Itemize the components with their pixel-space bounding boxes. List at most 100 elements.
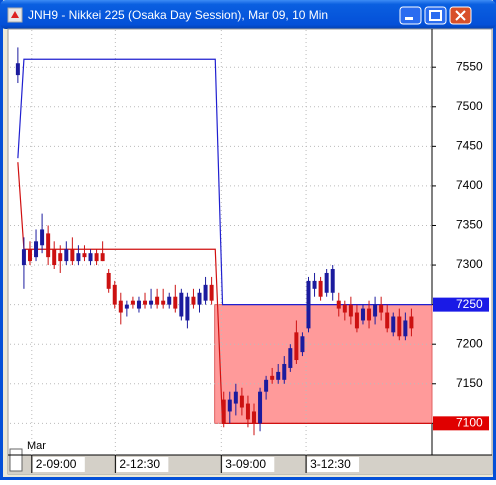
- price-zone: [214, 304, 433, 424]
- x-tick-label: 2-09:00: [36, 457, 77, 471]
- candle-body: [324, 272, 329, 293]
- date-annotation: Mar: [27, 440, 46, 452]
- candle-body: [258, 391, 263, 424]
- candle-body: [191, 296, 196, 305]
- x-tick-label: 3-12:30: [310, 457, 351, 471]
- candle-body: [130, 300, 135, 305]
- candle-body: [173, 296, 178, 309]
- candle-body: [294, 332, 299, 361]
- candle-body: [288, 348, 293, 368]
- candle-body: [58, 253, 63, 262]
- candle-body: [336, 300, 341, 309]
- candle-body: [149, 300, 154, 305]
- candle-body: [385, 312, 390, 329]
- candle-body: [112, 284, 117, 305]
- candle-body: [354, 312, 359, 329]
- candle-body: [282, 363, 287, 380]
- window-title: JNH9 - Nikkei 225 (Osaka Day Session), M…: [28, 8, 328, 22]
- restore-glyph: [429, 10, 442, 21]
- candle-body: [167, 296, 172, 305]
- minimize-button[interactable]: [399, 6, 422, 25]
- y-tick-highlight: [433, 416, 489, 431]
- candle-body: [21, 249, 26, 266]
- y-tick-highlight: [433, 297, 489, 312]
- candle-body: [379, 304, 384, 313]
- candle-body: [82, 253, 87, 258]
- candle-body: [136, 300, 141, 309]
- x-tick-label: 2-12:30: [119, 457, 160, 471]
- candle-body: [106, 272, 111, 289]
- y-tick-label: 7250: [456, 297, 483, 311]
- candle-body: [348, 304, 353, 317]
- candle-body: [27, 249, 32, 262]
- candle-body: [397, 316, 402, 337]
- candle-body: [360, 308, 365, 321]
- candle-body: [143, 300, 148, 305]
- candle-body: [270, 375, 275, 380]
- candle-body: [124, 304, 129, 309]
- reference-line: [17, 58, 432, 306]
- candle-body: [306, 280, 311, 329]
- candle-body: [409, 316, 414, 329]
- reference-line: [17, 162, 432, 424]
- x-tick-box: [307, 457, 360, 472]
- candle-body: [161, 300, 166, 305]
- y-tick-label: 7350: [456, 218, 483, 232]
- candle-body: [197, 292, 202, 305]
- candle-body: [118, 300, 123, 313]
- candle-body: [40, 229, 45, 246]
- candle-body: [100, 253, 105, 262]
- candle-body: [179, 292, 184, 317]
- candle-body: [70, 249, 75, 262]
- candle-body: [245, 403, 250, 420]
- app-icon-glyph: [11, 11, 19, 18]
- candle-body: [391, 316, 396, 333]
- candle-body: [221, 399, 226, 424]
- candle-body: [155, 296, 160, 305]
- candle-body: [239, 395, 244, 408]
- y-tick-label: 7100: [456, 416, 483, 430]
- close-glyph: [455, 10, 466, 21]
- candle-body: [251, 411, 256, 424]
- candle-body: [64, 249, 69, 262]
- scroll-thumb[interactable]: [9, 448, 23, 472]
- window-buttons: [399, 6, 472, 25]
- y-tick-label: 7500: [456, 99, 483, 113]
- candle-body: [185, 296, 190, 321]
- restore-button[interactable]: [424, 6, 447, 25]
- y-tick-label: 7550: [456, 59, 483, 73]
- candle-body: [227, 399, 232, 412]
- candle-body: [373, 304, 378, 317]
- x-tick-box: [32, 457, 85, 472]
- candle-body: [312, 280, 317, 289]
- candle-body: [15, 63, 20, 76]
- candle-body: [46, 233, 51, 258]
- candle-body: [276, 371, 281, 380]
- x-tick-box: [116, 457, 169, 472]
- y-tick-label: 7200: [456, 336, 483, 350]
- minimize-glyph: [405, 17, 413, 20]
- title-bar: [0, 0, 496, 29]
- candle-body: [403, 320, 408, 337]
- candle-body: [367, 308, 372, 321]
- y-tick-label: 7300: [456, 257, 483, 271]
- y-tick-label: 7450: [456, 139, 483, 153]
- candle-body: [330, 269, 335, 293]
- candle-body: [300, 336, 305, 353]
- candle-body: [34, 241, 39, 258]
- candle-body: [209, 284, 214, 301]
- candle-body: [76, 253, 81, 262]
- candle-body: [264, 379, 269, 392]
- candle-body: [233, 391, 238, 404]
- candle-body: [94, 253, 99, 262]
- candle-body: [318, 280, 323, 297]
- candle-body: [342, 304, 347, 313]
- x-tick-box: [222, 457, 275, 472]
- candle-body: [203, 284, 208, 301]
- y-tick-label: 7400: [456, 178, 483, 192]
- y-tick-label: 7150: [456, 376, 483, 390]
- candle-body: [52, 249, 57, 266]
- candle-body: [88, 253, 93, 262]
- x-tick-label: 3-09:00: [225, 457, 266, 471]
